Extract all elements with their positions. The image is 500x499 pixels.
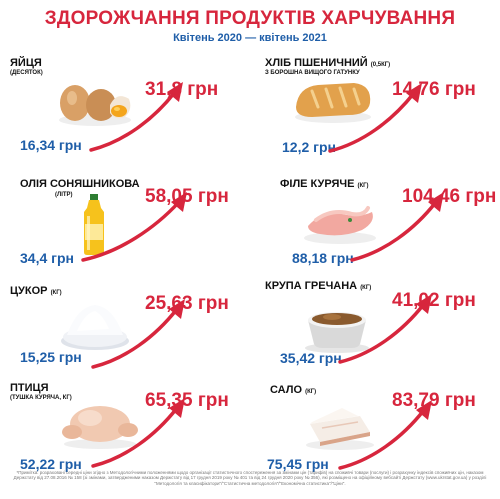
product-name: ЦУКОР (КГ): [10, 285, 62, 297]
increase-arrow-icon: [338, 294, 432, 364]
oil-bottle-icon: [84, 194, 104, 255]
product-name: ФІЛЕ КУРЯЧЕ (КГ): [280, 178, 369, 190]
whole-chicken-icon: [62, 406, 138, 449]
old-price: 12,2 грн: [282, 139, 336, 155]
new-price: 58,05 грн: [145, 186, 229, 207]
old-price: 16,34 грн: [20, 137, 82, 153]
product-card-poultry: ПТИЦЯ (ТУШКА КУРЯЧА, КГ) 52,22 грн 65,35…: [5, 380, 235, 480]
product-name: ЯЙЦЯ: [10, 57, 42, 69]
new-price: 14,76 грн: [392, 79, 476, 100]
increase-arrow-icon: [89, 82, 183, 152]
old-price: 52,22 грн: [20, 456, 82, 472]
increase-arrow-icon: [338, 400, 432, 470]
new-price: 104,46 грн: [402, 186, 497, 207]
salo-icon: [306, 408, 374, 450]
product-card-bread: ХЛІБ ПШЕНИЧНИЙ (0,5КГ) З БОРОШНА ВИЩОГО …: [262, 55, 492, 155]
product-card-buckwheat: КРУПА ГРЕЧАНА (КГ) 35,42 грн 41,02 грн: [262, 278, 492, 378]
buckwheat-icon: [305, 312, 369, 353]
old-price: 35,42 грн: [280, 350, 342, 366]
product-unit: (ДЕСЯТОК): [10, 70, 43, 76]
new-price: 65,35 грн: [145, 390, 229, 411]
old-price: 88,18 грн: [292, 250, 354, 266]
product-name: САЛО (КГ): [270, 384, 317, 396]
product-card-oil: ОЛІЯ СОНЯШНИКОВА (ЛІТР) 34,4 грн 58,05 г…: [5, 172, 235, 272]
product-unit: (ТУШКА КУРЯЧА, КГ): [10, 395, 72, 401]
page-title: ЗДОРОЖЧАННЯ ПРОДУКТІВ ХАРЧУВАННЯ: [44, 8, 456, 29]
sugar-icon: [61, 305, 129, 350]
footnote: *Примітка: розраховані середні ціни згід…: [13, 470, 487, 486]
eggs-icon: [59, 85, 131, 126]
increase-arrow-icon: [328, 83, 422, 153]
product-name: ХЛІБ ПШЕНИЧНИЙ (0,5КГ): [265, 57, 391, 69]
page-subtitle: Квітень 2020 — квітень 2021: [173, 32, 327, 44]
product-name: ПТИЦЯ: [10, 382, 49, 394]
increase-arrow-icon: [91, 299, 185, 369]
product-name: КРУПА ГРЕЧАНА (КГ): [265, 280, 372, 292]
product-card-sugar: ЦУКОР (КГ) 15,25 грн 25,63 грн: [5, 283, 235, 383]
new-price: 25,63 грн: [145, 293, 229, 314]
new-price: 83,79 грн: [392, 390, 476, 411]
product-name: ОЛІЯ СОНЯШНИКОВА: [20, 178, 140, 190]
new-price: 31,8 грн: [145, 79, 219, 100]
increase-arrow-icon: [91, 398, 185, 468]
old-price: 75,45 грн: [267, 456, 329, 472]
chicken-fillet-icon: [304, 206, 376, 244]
old-price: 15,25 грн: [20, 349, 82, 365]
bread-icon: [295, 83, 371, 123]
old-price: 34,4 грн: [20, 250, 74, 266]
product-unit: З БОРОШНА ВИЩОГО ГАТУНКУ: [265, 70, 360, 76]
product-card-eggs: ЯЙЦЯ (ДЕСЯТОК) 16,34 грн 31,8 грн: [5, 55, 235, 155]
product-card-chicken-fillet: ФІЛЕ КУРЯЧЕ (КГ) 88,18 грн 104,46 грн: [262, 172, 496, 272]
increase-arrow-icon: [350, 192, 444, 262]
new-price: 41,02 грн: [392, 290, 476, 311]
product-card-salo: САЛО (КГ) 75,45 грн 83,79 грн: [262, 380, 492, 480]
product-unit: (ЛІТР): [55, 192, 73, 198]
increase-arrow-icon: [81, 192, 187, 262]
